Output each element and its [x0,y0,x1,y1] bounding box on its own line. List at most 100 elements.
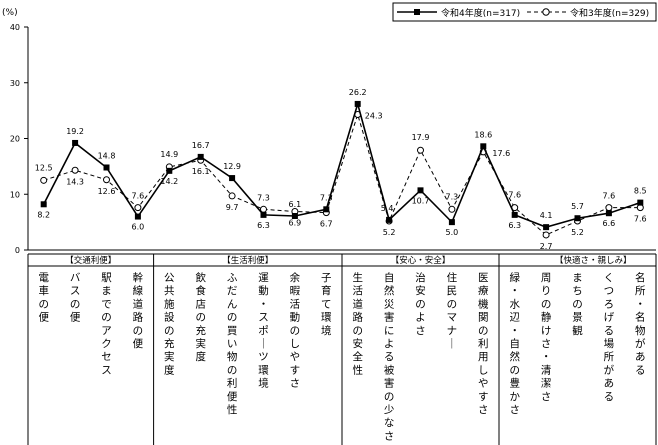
data-point [103,164,110,171]
category-label: 電車の便 [38,272,49,324]
data-point [448,219,455,226]
group-label: 【交通利便】 [65,255,116,266]
category-label: 余暇活動のしやすさ [290,271,301,390]
group-label: 【安心・安全】 [391,255,451,266]
category-label: 生活道路の安全性 [352,271,363,376]
data-label: 6.7 [320,220,333,229]
data-label: 5.2 [383,228,396,237]
data-label: 18.6 [474,130,492,139]
data-label: 6.1 [289,200,302,209]
y-tick-label: 0 [15,246,20,255]
data-point [72,139,79,146]
data-label: 7.6 [603,192,616,201]
legend-box [392,2,657,22]
data-point [480,143,487,150]
legend-label-s2: 令和3年度(n=329) [570,7,649,19]
data-label: 6.0 [132,223,145,232]
data-label: 12.6 [98,187,116,196]
data-label: 17.6 [492,149,510,158]
data-label: 5.2 [571,228,584,237]
data-label: 14.2 [160,177,178,186]
data-label: 7.6 [634,215,647,224]
legend-label-s1: 令和4年度(n=317) [441,7,520,19]
category-label: 名所・名物がある [635,271,646,376]
data-label: 17.9 [412,133,430,142]
y-tick-label: 30 [10,79,20,88]
data-label: 5.4 [381,204,394,213]
legend: 令和4年度(n=317) 令和3年度(n=329) [392,2,657,22]
data-point [605,204,613,212]
y-axis-label: (%) [2,8,18,18]
data-point [134,204,142,212]
legend-marker-s1 [414,9,420,15]
category-label: ふだんの買い物の利便性 [227,272,238,416]
data-point [197,153,204,160]
data-label: 12.5 [35,163,53,172]
data-label: 6.9 [289,219,302,228]
data-point [323,206,330,213]
category-label: くつろげる場所がある [604,272,615,403]
data-label: 26.2 [349,88,367,97]
data-point [637,199,644,206]
category-label: 住民のマナ｜ [447,271,458,350]
data-label: 7.6 [508,191,521,200]
data-point [386,216,393,223]
data-point [354,100,361,107]
data-label: 6.6 [603,219,616,228]
data-label: 16.7 [192,141,210,150]
data-label: 7.3 [257,193,270,202]
series-2022: 12.5 14.3 12.6 7.6 14.9 16.1 9.7 7.3 6.9 6.7 24.3 5… [35,111,647,251]
y-tick-label: 10 [10,190,20,199]
category-label: バスの便 [70,272,81,324]
group-label: 【生活利便】 [222,255,273,266]
category-label: 子育て環境 [321,272,332,337]
data-label: 16.1 [192,167,210,176]
series-line-2022 [42,101,641,228]
data-point [228,192,236,200]
group-label: 【快適さ・親しみ】 [555,255,632,266]
axes: 0 10 20 30 40 [10,23,656,255]
series-2021: 8.2 19.2 14.8 6.0 14.2 16.7 12.9 6.3 6.1 7.3 26.2 5… [37,88,646,237]
data-point [574,215,581,222]
legend-marker-s2 [542,8,550,16]
category-labels: 電車の便 バスの便 駅までのアクセス 幹線道路の便 公共施設の充実度 飲食店の充実度 ふだん… [38,271,646,442]
data-label: 8.2 [37,210,50,219]
data-label: 7.3 [320,193,333,202]
data-label: 12.9 [223,162,241,171]
data-label: 8.5 [634,187,647,196]
data-point [40,201,47,208]
data-point [134,213,141,220]
category-label: 公共施設の充実度 [164,272,175,376]
category-label: 緑・水辺・自然の豊かさ [509,271,520,416]
data-label: 5.0 [446,228,459,237]
data-label: 14.3 [66,177,84,186]
data-point [291,212,298,219]
data-point [543,224,550,231]
data-label: 2.7 [540,242,553,251]
data-label: 19.2 [66,127,84,136]
data-point [417,187,424,194]
category-label: 運動・スポ｜ツ環境 [258,272,269,390]
y-tick-label: 40 [10,23,20,32]
category-label: 治安のよさ [415,271,426,337]
data-label: 24.3 [365,112,383,121]
y-tick-label: 20 [10,135,20,144]
data-point [605,210,612,217]
category-label: 周りの静けさ・清潔さ [541,272,552,403]
data-label: 7.3 [446,192,459,201]
data-label: 4.1 [540,211,553,220]
data-label: 5.7 [571,202,584,211]
category-label: 飲食店の充実度 [195,271,206,363]
data-label: 6.3 [508,221,521,230]
data-label: 10.7 [412,196,430,205]
category-label: 医療機関の利用しやすさ [478,272,489,416]
data-point [511,211,518,218]
category-label: 自然災害による被害の少なさ [384,271,395,442]
data-label: 14.9 [160,150,178,159]
category-label: まちの景観 [572,272,583,337]
data-point [40,176,48,184]
series-line-2021 [43,112,641,236]
data-point [417,146,424,154]
category-label: 駅までのアクセス [101,272,112,376]
